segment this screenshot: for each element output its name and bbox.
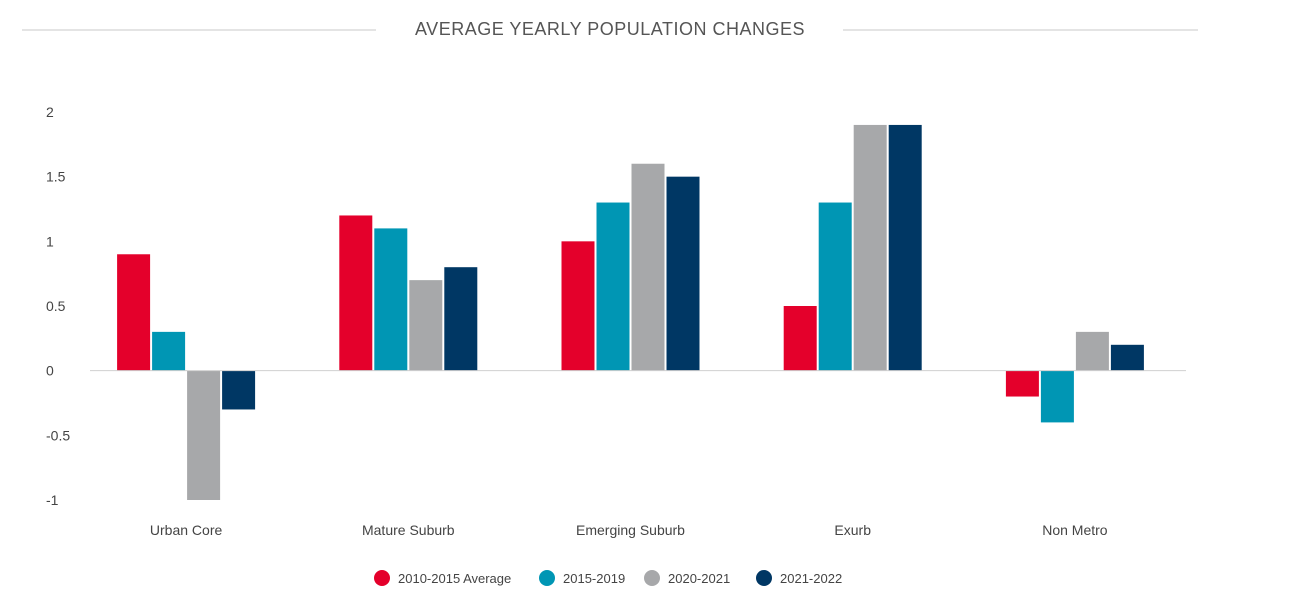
bar-non-metro-2010-2015-average — [1005, 370, 1039, 397]
x-category-label: Non Metro — [1042, 522, 1108, 538]
bars — [117, 124, 1144, 500]
bar-exurb-2015-2019 — [818, 202, 852, 371]
bar-mature-suburb-2021-2022 — [444, 267, 478, 371]
x-category-label: Exurb — [834, 522, 871, 538]
y-tick-label: 2 — [46, 104, 54, 120]
legend-swatch — [539, 570, 555, 586]
bar-mature-suburb-2020-2021 — [409, 280, 443, 371]
bar-non-metro-2020-2021 — [1075, 331, 1109, 371]
bar-exurb-2010-2015-average — [783, 306, 817, 371]
legend-label: 2010-2015 Average — [398, 571, 511, 586]
legend: 2010-2015 Average 2015-2019 2020-2021 2021-… — [374, 570, 842, 586]
bar-non-metro-2021-2022 — [1110, 344, 1144, 371]
bar-non-metro-2015-2019 — [1040, 370, 1074, 423]
legend-label: 2015-2019 — [563, 571, 625, 586]
bar-mature-suburb-2010-2015-average — [339, 215, 373, 371]
x-category-label: Emerging Suburb — [576, 522, 685, 538]
bar-emerging-suburb-2010-2015-average — [561, 241, 595, 371]
legend-swatch — [756, 570, 772, 586]
bar-urban-core-2021-2022 — [222, 370, 256, 410]
legend-label: 2020-2021 — [668, 571, 730, 586]
y-tick-label: 1 — [46, 233, 54, 249]
y-tick-label: -1 — [46, 492, 59, 508]
bar-mature-suburb-2015-2019 — [374, 228, 408, 371]
bar-exurb-2021-2022 — [888, 124, 922, 371]
bar-emerging-suburb-2015-2019 — [596, 202, 630, 371]
y-tick-label: -0.5 — [46, 427, 70, 443]
bar-exurb-2020-2021 — [853, 124, 887, 371]
x-axis: Urban Core Mature Suburb Emerging Suburb Ex… — [150, 522, 1108, 538]
y-tick-label: 0.5 — [46, 298, 66, 314]
bar-emerging-suburb-2020-2021 — [631, 163, 665, 371]
y-tick-label: 1.5 — [46, 169, 66, 185]
bar-emerging-suburb-2021-2022 — [666, 176, 700, 371]
legend-swatch — [644, 570, 660, 586]
bar-urban-core-2020-2021 — [187, 370, 221, 500]
bar-urban-core-2010-2015-average — [117, 254, 151, 371]
chart-title: AVERAGE YEARLY POPULATION CHANGES — [415, 19, 805, 39]
legend-label: 2021-2022 — [780, 571, 842, 586]
x-category-label: Urban Core — [150, 522, 223, 538]
x-category-label: Mature Suburb — [362, 522, 455, 538]
legend-swatch — [374, 570, 390, 586]
bar-urban-core-2015-2019 — [152, 331, 186, 371]
y-tick-label: 0 — [46, 363, 54, 379]
y-axis: 2 1.5 1 0.5 0 -0.5 -1 — [46, 104, 70, 508]
